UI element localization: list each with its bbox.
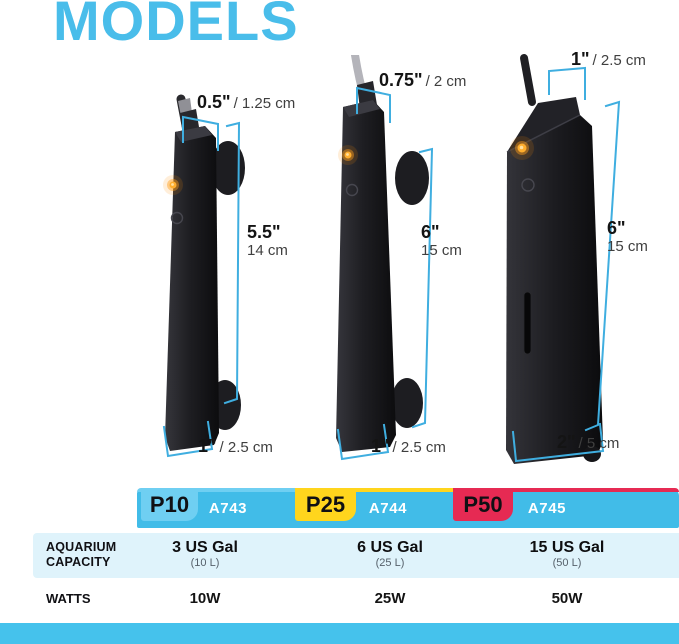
sku-label-a743: A743 bbox=[208, 500, 248, 517]
dim-cm: 15 cm bbox=[421, 242, 462, 259]
liters-value: (50 L) bbox=[552, 557, 582, 569]
dim-cm: / 5 cm bbox=[578, 435, 620, 452]
page-title: MODELS bbox=[53, 0, 299, 52]
dim-top-p25: 0.75"/ 2 cm bbox=[379, 70, 466, 91]
dim-base-p50: 2"/ 5 cm bbox=[557, 432, 619, 453]
capacity-row: AQUARIUM CAPACITY 3 US Gal (10 L) 6 US G… bbox=[33, 533, 679, 578]
gallons-value: 3 US Gal bbox=[172, 539, 238, 556]
heater-body bbox=[165, 126, 219, 451]
vent-slot bbox=[523, 291, 532, 355]
suction-cups bbox=[391, 151, 429, 428]
model-tab-label: P25 bbox=[305, 491, 346, 517]
heater-foot bbox=[583, 446, 601, 462]
dim-cm: 14 cm bbox=[247, 242, 288, 259]
dim-base-p10: 1"/ 2.5 cm bbox=[198, 436, 273, 457]
brand-logo-icon bbox=[345, 183, 359, 197]
measurement-lines bbox=[162, 115, 241, 458]
watts-row-label: WATTS bbox=[46, 591, 91, 606]
gallons-value: 15 US Gal bbox=[529, 539, 605, 556]
model-tab-p50: P50 bbox=[453, 489, 513, 521]
measurement-lines bbox=[336, 86, 434, 461]
watts-value-p50: 50W bbox=[551, 590, 583, 607]
dim-cm: / 2.5 cm bbox=[219, 439, 273, 456]
dim-inches: 2" bbox=[557, 432, 576, 452]
watts-value-p10: 10W bbox=[189, 590, 221, 607]
model-stripe-p25 bbox=[295, 488, 453, 492]
dim-top-p50: 1"/ 2.5 cm bbox=[571, 49, 646, 70]
led-indicator bbox=[338, 145, 358, 165]
footer-accent-bar bbox=[0, 623, 679, 644]
dim-inches: 0.5" bbox=[197, 92, 231, 112]
power-cable bbox=[520, 54, 536, 106]
dim-cm: / 2.5 cm bbox=[392, 439, 446, 456]
capacity-row-label: AQUARIUM CAPACITY bbox=[46, 540, 117, 569]
liters-value: (10 L) bbox=[190, 557, 220, 569]
dim-inches: 6" bbox=[421, 222, 440, 242]
heater-top-cap bbox=[175, 126, 212, 142]
brand-logo-icon bbox=[170, 211, 184, 225]
dim-cm: 15 cm bbox=[607, 238, 648, 255]
model-stripe-p50 bbox=[453, 488, 679, 492]
liters-value: (25 L) bbox=[375, 557, 405, 569]
dim-cm: / 2 cm bbox=[425, 73, 467, 90]
dim-top-p10: 0.5"/ 1.25 cm bbox=[197, 92, 295, 113]
dim-inches: 6" bbox=[607, 218, 626, 238]
dim-cm: / 1.25 cm bbox=[233, 95, 296, 112]
model-stripe-p10 bbox=[137, 488, 295, 492]
dim-base-p25: 1"/ 2.5 cm bbox=[371, 436, 446, 457]
sku-label-a744: A744 bbox=[368, 500, 408, 517]
measurement-lines bbox=[511, 66, 621, 463]
heater-p50-image bbox=[506, 54, 621, 464]
model-tab-label: P10 bbox=[149, 491, 190, 517]
dim-length-p50: 6" 15 cm bbox=[607, 218, 648, 256]
dim-length-p10: 5.5" 14 cm bbox=[247, 222, 288, 260]
sku-label-a745: A745 bbox=[527, 500, 567, 517]
led-indicator bbox=[510, 136, 534, 160]
capacity-value-p50: 15 US Gal (50 L) bbox=[530, 538, 605, 570]
dim-inches: 1" bbox=[198, 436, 217, 456]
dim-length-p25: 6" 15 cm bbox=[421, 222, 462, 260]
dim-cm: / 2.5 cm bbox=[592, 52, 646, 69]
model-tab-p10: P10 bbox=[141, 489, 198, 521]
dim-inches: 0.75" bbox=[379, 70, 423, 90]
dim-inches: 1" bbox=[371, 436, 390, 456]
heater-body bbox=[336, 100, 396, 452]
capacity-value-p10: 3 US Gal (10 L) bbox=[172, 538, 238, 570]
brand-logo-icon bbox=[521, 178, 535, 192]
model-tab-p25: P25 bbox=[295, 489, 356, 521]
dim-inches: 1" bbox=[571, 49, 590, 69]
dim-inches: 5.5" bbox=[247, 222, 281, 242]
heater-top-cap bbox=[343, 100, 380, 117]
watts-value-p25: 25W bbox=[374, 590, 406, 607]
heater-body bbox=[506, 115, 603, 464]
led-indicator bbox=[163, 175, 183, 195]
models-header-bar bbox=[137, 488, 679, 528]
heater-p25-image bbox=[336, 55, 434, 461]
heater-top-cap bbox=[507, 97, 580, 152]
heater-p10-image bbox=[162, 94, 245, 458]
gallons-value: 6 US Gal bbox=[357, 539, 423, 556]
model-tab-label: P50 bbox=[463, 491, 503, 517]
capacity-value-p25: 6 US Gal (25 L) bbox=[357, 538, 423, 570]
